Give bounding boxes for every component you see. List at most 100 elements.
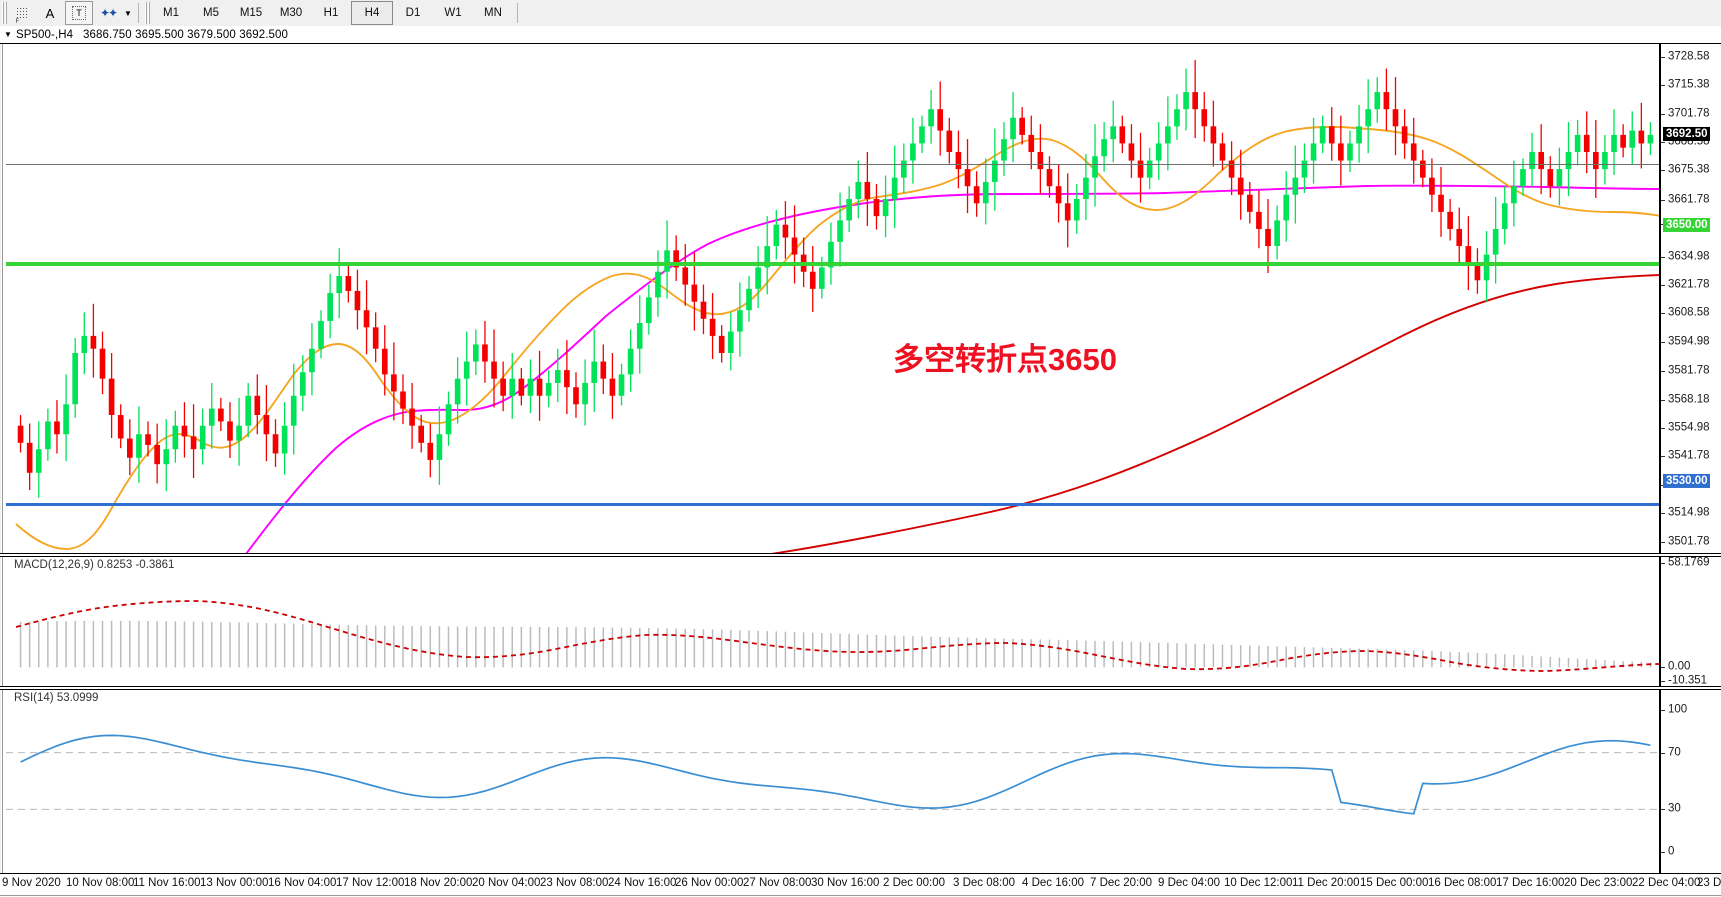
timeframe-w1[interactable]: W1 (444, 7, 462, 19)
rsi-plot[interactable]: RSI(14) 53.0999 (6, 690, 1659, 873)
candle-body (1638, 130, 1645, 144)
candle-body (1374, 92, 1381, 110)
candle-body (190, 436, 197, 450)
time-axis-label: 17 Nov 12:00 (336, 877, 405, 889)
text-label-icon[interactable]: A (45, 5, 55, 21)
time-axis[interactable]: 9 Nov 2020 10 Nov 08:00 11 Nov 16:00 13 Nov… (0, 874, 1721, 897)
candle-body (17, 425, 24, 443)
candle-body (400, 391, 406, 409)
price-tick (1661, 199, 1665, 201)
candle-body (1647, 134, 1654, 144)
price-axis-label: 3715.38 (1668, 78, 1710, 91)
candle-body (992, 160, 998, 182)
macd-pane-grip[interactable] (0, 557, 5, 686)
candle-body (1483, 254, 1490, 281)
candle-body (436, 434, 443, 460)
rsi-axis[interactable]: 100 70 30 0 (1661, 690, 1721, 873)
candle-body (1456, 228, 1463, 247)
price-axis-label: 3554.98 (1668, 421, 1710, 434)
macd-series-svg (15, 600, 1659, 672)
time-axis-label: 11 Nov 16:00 (133, 877, 201, 889)
candle-body (409, 408, 415, 426)
candle-body (126, 438, 133, 458)
candle-body (964, 169, 971, 187)
rsi-pane-grip[interactable] (0, 690, 5, 873)
candle-body (463, 361, 470, 379)
chevron-down-icon[interactable]: ▼ (124, 8, 132, 18)
rsi-tick (1661, 809, 1665, 811)
candle-body (1310, 143, 1317, 161)
price-axis-label: 3594.98 (1668, 335, 1710, 348)
timeframe-m15[interactable]: M15 (239, 7, 263, 19)
macd-tick (1661, 681, 1665, 682)
timeframe-m1[interactable]: M1 (163, 7, 179, 19)
time-axis-label: 10 Dec 12:00 (1224, 877, 1293, 889)
candle-body (891, 177, 898, 200)
candle-body (363, 310, 370, 328)
candle-body (272, 434, 279, 454)
text-box-icon[interactable]: T (65, 1, 93, 25)
candle-body (372, 327, 379, 349)
candle-body (1092, 156, 1098, 178)
candle-body (154, 444, 160, 465)
timeframe-h4[interactable]: H4 (351, 1, 393, 25)
price-pane-grip[interactable] (0, 44, 5, 553)
macd-tick (1661, 667, 1665, 669)
price-axis-label: 3661.78 (1668, 192, 1710, 205)
candle-body (1165, 126, 1171, 144)
last-price-line (6, 164, 1659, 165)
candle-body (336, 276, 343, 294)
candle-body (919, 126, 925, 144)
objects-icon[interactable]: ✦✦ (95, 2, 121, 24)
candle-body (682, 267, 689, 285)
candle-body (1419, 160, 1426, 178)
candle-body (1356, 126, 1362, 144)
candle-body (1128, 143, 1135, 161)
price-axis-label: 3621.78 (1668, 278, 1710, 291)
price-axis-label: 3728.58 (1668, 49, 1710, 62)
timeframe-grip[interactable] (144, 2, 151, 24)
price-tick (1661, 84, 1665, 86)
price-tick (1661, 513, 1665, 515)
toolbar: A T ✦✦ ▼ M1 M5 M15 M30 H1 H4 D1 W1 MN (0, 0, 1721, 27)
candle-body (973, 186, 980, 204)
candle-body (937, 109, 944, 131)
timeframe-m5[interactable]: M5 (203, 7, 219, 19)
time-axis-label: 30 Nov 16:00 (811, 877, 880, 889)
candle-body (354, 290, 361, 311)
rsi-axis-line (1659, 690, 1661, 873)
toolbar-divider (138, 3, 139, 23)
macd-axis[interactable]: 58.1769 0.00 -10.351 (1661, 557, 1721, 686)
toolbar-grip[interactable] (1, 2, 8, 24)
macd-plot[interactable]: MACD(12,26,9) 0.8253 -0.3861 (6, 557, 1659, 686)
macd-tick (1661, 563, 1665, 564)
candle-body (1219, 143, 1226, 161)
candle-body (1429, 177, 1435, 195)
timeframe-h1[interactable]: H1 (323, 7, 339, 19)
price-axis[interactable]: 3728.58 3715.38 3701.78 3688.58 3675.38 3661.… (1661, 44, 1721, 553)
time-axis-label: 18 Nov 20:00 (404, 877, 473, 889)
candle-body (782, 224, 789, 238)
timeframe-m30[interactable]: M30 (279, 7, 303, 19)
candle-body (718, 335, 725, 353)
candle-body (536, 378, 543, 396)
price-plot[interactable]: 多空转折点3650 (6, 44, 1659, 553)
candle-body (1474, 263, 1481, 281)
candle-body (99, 348, 106, 379)
timeframe-d1[interactable]: D1 (405, 7, 421, 19)
rsi-axis-label: 70 (1668, 745, 1681, 758)
crosshair-grid-icon[interactable] (9, 2, 35, 25)
macd-signal-line (15, 600, 1659, 672)
candle-body (1401, 126, 1408, 144)
timeframe-mn[interactable]: MN (484, 7, 502, 19)
candle-body (600, 361, 607, 379)
candle-body (1174, 109, 1180, 127)
candle-body (1547, 169, 1554, 187)
candle-body (1301, 160, 1308, 178)
time-axis-label: 16 Nov 04:00 (268, 877, 337, 889)
candle-body (1283, 194, 1290, 221)
candle-body (427, 442, 434, 460)
candle-body (1037, 151, 1044, 170)
collapse-caret-icon[interactable]: ▼ (4, 30, 12, 39)
timeframe-group: M1 M5 M15 M30 H1 H4 D1 W1 MN (151, 1, 513, 25)
